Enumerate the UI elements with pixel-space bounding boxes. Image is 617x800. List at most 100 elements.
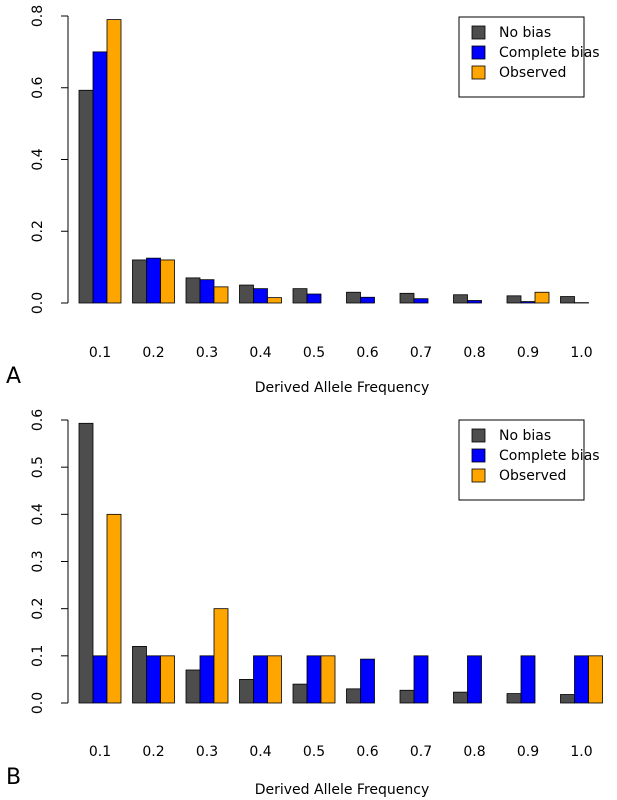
y-tick-label: 0.8 [30, 5, 46, 27]
x-axis-title: Derived Allele Frequency [255, 380, 430, 396]
bar-complete-bias [360, 658, 375, 704]
y-tick-label: 0.6 [30, 409, 46, 431]
x-tick-label: 0.6 [356, 345, 378, 361]
bar-observed [106, 513, 122, 704]
bar-complete-bias [92, 51, 108, 304]
legend-label: No bias [499, 25, 551, 41]
x-tick-label: 0.3 [196, 744, 218, 760]
x-tick-label: 1.0 [570, 744, 592, 760]
bar-observed [267, 655, 282, 704]
legend-swatch-complete-bias [471, 448, 486, 463]
bar-complete-bias [413, 655, 429, 704]
panel-label: A [6, 364, 21, 389]
y-tick-label: 0.2 [30, 598, 46, 620]
bar-no-bias [399, 689, 415, 704]
x-tick-label: 0.2 [142, 744, 164, 760]
bar-complete-bias [146, 655, 161, 704]
bar-complete-bias [199, 655, 215, 704]
bar-observed [160, 655, 175, 704]
bar-complete-bias [520, 301, 536, 304]
y-tick-label: 0.0 [30, 292, 46, 314]
bar-no-bias [78, 422, 94, 704]
bar-complete-bias [467, 300, 482, 304]
legend-label: Observed [499, 65, 566, 81]
x-tick-label: 0.5 [303, 345, 325, 361]
x-tick-label: 0.9 [517, 744, 539, 760]
bar-no-bias [453, 691, 468, 704]
bar-complete-bias [520, 655, 536, 704]
bar-complete-bias [253, 288, 268, 304]
bar-no-bias [346, 291, 361, 304]
y-tick-label: 0.4 [30, 503, 46, 525]
legend-swatch-observed [471, 468, 486, 483]
x-tick-label: 0.8 [463, 744, 485, 760]
bar-complete-bias [146, 257, 161, 304]
y-tick-label: 0.4 [30, 148, 46, 170]
x-tick-label: 0.7 [410, 744, 432, 760]
bar-observed [106, 19, 122, 304]
bar-no-bias [560, 694, 575, 704]
x-tick-label: 0.8 [463, 345, 485, 361]
bar-complete-bias [199, 279, 215, 304]
bar-no-bias [346, 688, 361, 704]
bar-no-bias [453, 294, 468, 304]
x-tick-label: 0.1 [89, 744, 111, 760]
x-tick-label: 0.6 [356, 744, 378, 760]
y-tick-label: 0.5 [30, 456, 46, 478]
panel-label: B [6, 765, 21, 790]
y-tick-label: 0.3 [30, 550, 46, 572]
x-tick-label: 0.1 [89, 345, 111, 361]
y-tick-label: 0.0 [30, 692, 46, 714]
legend-swatch-no-bias [471, 25, 486, 40]
bar-no-bias [78, 89, 94, 304]
bar-no-bias [560, 296, 575, 304]
bar-complete-bias [574, 655, 589, 704]
legend-swatch-no-bias [471, 428, 486, 443]
legend-label: Complete bias [499, 45, 600, 61]
legend-swatch-complete-bias [471, 45, 486, 60]
panel-b: 0.0 0.1 0.2 0.3 0.4 0.5 0.6 0.1 0.2 0.3 0.4 0.5 0.6 0… [6, 409, 603, 798]
legend-label: No bias [499, 428, 551, 444]
bar-no-bias [399, 292, 415, 304]
legend-label: Complete bias [499, 448, 600, 464]
bar-complete-bias [467, 655, 482, 704]
bar-no-bias [292, 683, 308, 704]
bar-no-bias [239, 679, 254, 704]
bar-no-bias [185, 669, 201, 704]
bar-no-bias [132, 646, 147, 704]
bar-complete-bias [253, 655, 268, 704]
bar-no-bias [239, 284, 254, 304]
bar-observed [534, 291, 550, 304]
bar-observed [588, 655, 603, 704]
y-tick-label: 0.1 [30, 645, 46, 667]
bar-no-bias [185, 277, 201, 304]
bar-complete-bias [306, 293, 322, 304]
x-axis-title: Derived Allele Frequency [255, 782, 430, 798]
y-tick-label: 0.6 [30, 77, 46, 99]
bar-observed [320, 655, 336, 704]
bar-complete-bias [360, 296, 375, 304]
x-tick-label: 0.3 [196, 345, 218, 361]
bar-complete-bias [413, 298, 429, 304]
bar-no-bias [506, 295, 522, 304]
x-tick-label: 0.4 [249, 744, 271, 760]
legend-label: Observed [499, 468, 566, 484]
bar-observed [160, 259, 175, 304]
x-tick-label: 1.0 [570, 345, 592, 361]
x-tick-label: 0.2 [142, 345, 164, 361]
bar-observed [267, 297, 282, 304]
x-tick-label: 0.7 [410, 345, 432, 361]
bar-observed [213, 286, 229, 304]
bar-no-bias [132, 259, 147, 304]
bar-no-bias [506, 693, 522, 704]
bar-no-bias [292, 288, 308, 304]
bar-complete-bias [92, 655, 108, 704]
legend-swatch-observed [471, 65, 486, 80]
panel-a: 0.0 0.2 0.4 0.6 0.8 0.1 0.2 0.3 0.4 0.5 0.6 0.7 0.8 0… [6, 5, 600, 396]
y-tick-label: 0.2 [30, 220, 46, 242]
bar-observed [213, 608, 229, 704]
bar-complete-bias [306, 655, 322, 704]
x-tick-label: 0.5 [303, 744, 325, 760]
x-tick-label: 0.4 [249, 345, 271, 361]
